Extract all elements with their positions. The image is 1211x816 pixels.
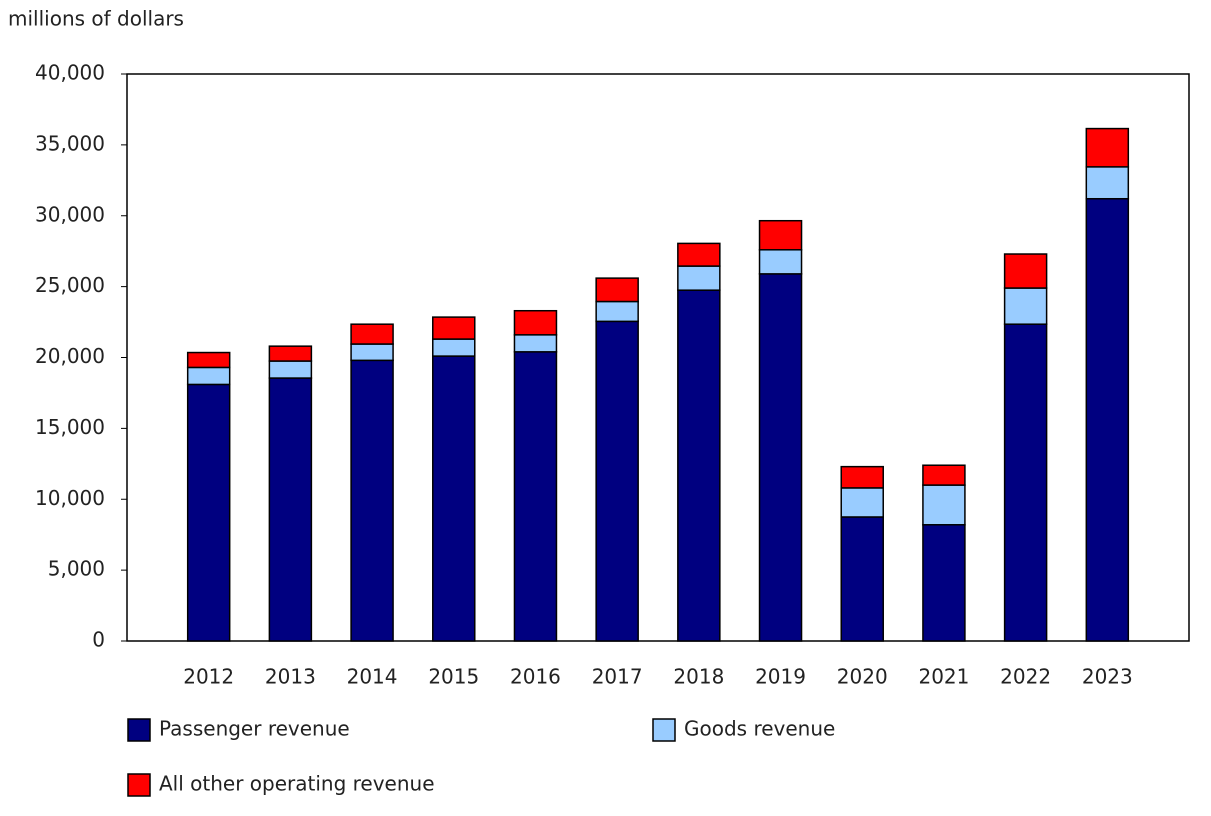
bar-segment — [350, 343, 394, 362]
bar-segment — [1003, 253, 1048, 289]
bar-segment — [840, 465, 884, 489]
y-tick-label: 25,000 — [35, 273, 105, 297]
x-tick-label: 2022 — [1000, 665, 1051, 689]
bar-segment — [840, 516, 884, 642]
y-tick-label: 15,000 — [35, 415, 105, 439]
y-tick-label: 30,000 — [35, 202, 105, 226]
bar-segment — [677, 265, 721, 291]
bar-segment — [432, 338, 476, 357]
x-tick-label: 2021 — [918, 665, 969, 689]
bar-segment — [268, 345, 313, 362]
bar-segment — [595, 277, 639, 303]
bar-segment — [922, 484, 966, 526]
bar-segment — [350, 359, 394, 642]
bar-segment — [758, 273, 803, 642]
legend-label: Goods revenue — [684, 717, 835, 741]
bar-segment — [922, 524, 966, 642]
x-tick-label: 2023 — [1082, 665, 1133, 689]
x-tick-label: 2018 — [673, 665, 724, 689]
x-tick-label: 2015 — [428, 665, 479, 689]
bar-segment — [1085, 197, 1130, 642]
bar-segment — [513, 334, 558, 353]
bar-segment — [186, 383, 231, 642]
y-tick-label: 10,000 — [35, 486, 105, 510]
bar-segment — [1085, 127, 1130, 168]
y-tick-label: 40,000 — [35, 61, 105, 85]
bar-segment — [677, 242, 721, 267]
legend-swatch — [127, 773, 151, 797]
bar-segment — [595, 300, 639, 323]
bar-segment — [268, 377, 313, 642]
y-tick-label: 0 — [92, 628, 105, 652]
x-tick-label: 2013 — [265, 665, 316, 689]
bar-segment — [922, 464, 966, 486]
y-tick-label: 20,000 — [35, 344, 105, 368]
bar-segment — [186, 351, 231, 369]
legend-swatch — [652, 718, 676, 742]
x-tick-label: 2012 — [183, 665, 234, 689]
bar-segment — [1003, 287, 1048, 325]
x-tick-label: 2019 — [755, 665, 806, 689]
y-tick-label: 5,000 — [48, 557, 105, 581]
y-axis-label: millions of dollars — [8, 7, 184, 31]
x-tick-label: 2020 — [837, 665, 888, 689]
y-tick-label: 35,000 — [35, 131, 105, 155]
bar-segment — [758, 249, 803, 275]
x-tick-label: 2014 — [347, 665, 398, 689]
bar-segment — [513, 351, 558, 642]
x-tick-label: 2017 — [592, 665, 643, 689]
bar-segment — [840, 487, 884, 518]
legend-swatch — [127, 718, 151, 742]
bar-segment — [186, 366, 231, 386]
bar-segment — [432, 316, 476, 340]
bar-segment — [350, 323, 394, 345]
bar-segment — [432, 355, 476, 642]
x-tick-label: 2016 — [510, 665, 561, 689]
bar-segment — [677, 289, 721, 642]
bar-segment — [1085, 166, 1130, 200]
legend-label: All other operating revenue — [159, 772, 435, 796]
bar-segment — [758, 219, 803, 251]
bar-segment — [595, 320, 639, 642]
bar-segment — [1003, 323, 1048, 642]
bar-segment — [513, 309, 558, 336]
legend-label: Passenger revenue — [159, 717, 350, 741]
bar-segment — [268, 360, 313, 379]
